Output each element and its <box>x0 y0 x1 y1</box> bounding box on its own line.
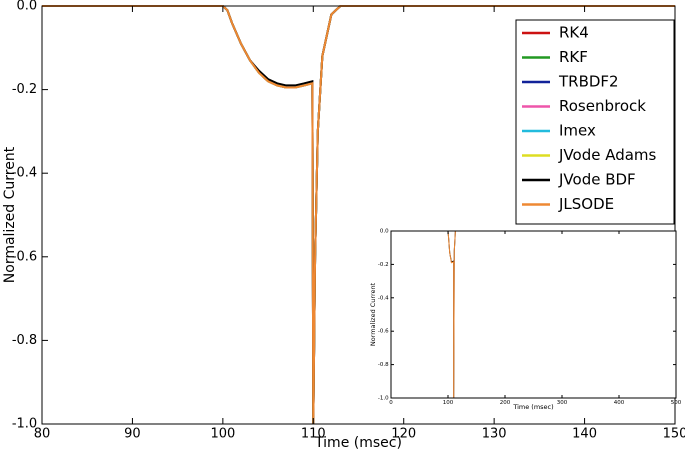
inset-background <box>391 231 676 398</box>
y-tick-label: -1.0 <box>12 417 37 432</box>
y-tick-label: -1.0 <box>378 396 389 402</box>
y-axis-label: Normalized Current <box>2 146 18 283</box>
plot-frame <box>41 5 676 425</box>
x-tick-label: 150 <box>663 426 685 441</box>
series-line <box>391 230 676 399</box>
x-tick-label: 100 <box>210 426 235 441</box>
legend-label: JLSODE <box>558 195 614 213</box>
y-tick-label: -0.8 <box>12 333 37 348</box>
x-tick-label: 120 <box>391 426 416 441</box>
legend-label: JVode Adams <box>558 146 657 164</box>
x-tick-label: 110 <box>301 426 326 441</box>
legend-box <box>515 19 675 225</box>
legend-label: TRBDF2 <box>558 73 619 91</box>
x-tick-label: 80 <box>34 426 51 441</box>
x-tick-label: 500 <box>671 400 682 406</box>
x-tick-label: 140 <box>572 426 597 441</box>
x-tick-label: 200 <box>500 400 511 406</box>
x-tick-label: 400 <box>614 400 625 406</box>
legend-label: JVode BDF <box>558 171 636 189</box>
legend-label: RKF <box>559 48 588 66</box>
x-axis-label: Time (msec) <box>314 435 402 451</box>
y-tick-label: 0.0 <box>380 229 389 235</box>
y-tick-label: -0.2 <box>378 262 389 268</box>
legend-label: Rosenbrock <box>559 97 646 115</box>
y-tick-label: -0.4 <box>12 166 37 181</box>
y-tick-label: 0.0 <box>17 0 38 14</box>
y-tick-label: -0.6 <box>12 249 37 264</box>
x-tick-label: 90 <box>124 426 141 441</box>
y-tick-label: -0.8 <box>378 362 389 368</box>
y-tick-label: -0.4 <box>378 295 389 301</box>
x-tick-label: 100 <box>443 400 454 406</box>
x-tick-label: 0 <box>389 400 393 406</box>
legend-label: Imex <box>559 122 596 140</box>
y-tick-label: -0.2 <box>12 82 37 97</box>
x-tick-label: 300 <box>557 400 568 406</box>
legend-label: RK4 <box>559 24 589 42</box>
x-tick-label: 130 <box>482 426 507 441</box>
y-axis-label: Normalized Current <box>369 282 377 346</box>
plot-frame <box>390 230 677 399</box>
series-line <box>42 5 675 425</box>
y-tick-label: -0.6 <box>378 329 389 335</box>
x-axis-label: Time (msec) <box>512 403 553 411</box>
